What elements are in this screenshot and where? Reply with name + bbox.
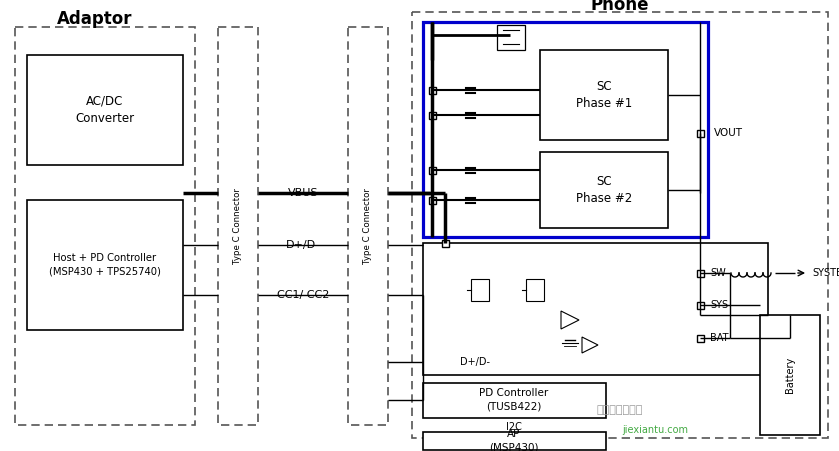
Bar bbox=[27, 55, 183, 165]
Bar bbox=[696, 302, 703, 308]
Text: D+/D-: D+/D- bbox=[460, 357, 490, 367]
Bar bbox=[696, 270, 703, 276]
Bar bbox=[696, 129, 703, 137]
Bar bbox=[441, 239, 449, 247]
Bar bbox=[540, 152, 668, 228]
Text: jiexiantu.com: jiexiantu.com bbox=[622, 425, 688, 435]
Text: VOUT: VOUT bbox=[714, 128, 743, 138]
Bar bbox=[429, 166, 435, 174]
Text: SC
Phase #1: SC Phase #1 bbox=[576, 80, 632, 110]
Text: SYS: SYS bbox=[710, 300, 728, 310]
Bar bbox=[348, 27, 388, 425]
Bar bbox=[497, 25, 525, 50]
Bar bbox=[540, 50, 668, 140]
Bar bbox=[696, 335, 703, 341]
Bar bbox=[429, 111, 435, 119]
Text: Adaptor: Adaptor bbox=[57, 10, 133, 28]
Bar bbox=[760, 315, 820, 435]
Text: Battery: Battery bbox=[785, 357, 795, 393]
Text: AP
(MSP430): AP (MSP430) bbox=[489, 429, 539, 451]
Bar bbox=[412, 12, 828, 438]
Bar bbox=[429, 197, 435, 203]
Text: SC
Phase #2: SC Phase #2 bbox=[576, 175, 632, 205]
Bar bbox=[423, 432, 606, 450]
Bar bbox=[471, 279, 489, 301]
Text: I2C: I2C bbox=[506, 422, 522, 432]
Text: BAT: BAT bbox=[710, 333, 728, 343]
Bar bbox=[526, 279, 544, 301]
Bar bbox=[423, 243, 768, 375]
Bar bbox=[423, 383, 606, 418]
Text: Phone: Phone bbox=[591, 0, 649, 14]
Text: Type C Connector: Type C Connector bbox=[233, 188, 242, 264]
Polygon shape bbox=[561, 311, 579, 329]
Text: PD Controller
(TUSB422): PD Controller (TUSB422) bbox=[479, 388, 549, 412]
Text: D+/D-: D+/D- bbox=[286, 240, 320, 250]
Bar bbox=[27, 200, 183, 330]
Text: AC/DC
Converter: AC/DC Converter bbox=[76, 95, 134, 125]
Text: Type C Connector: Type C Connector bbox=[363, 188, 373, 264]
Text: SYSTEM: SYSTEM bbox=[812, 268, 839, 278]
Text: Host + PD Controller
(MSP430 + TPS25740): Host + PD Controller (MSP430 + TPS25740) bbox=[49, 253, 161, 276]
Bar bbox=[218, 27, 258, 425]
Bar bbox=[423, 22, 708, 237]
Polygon shape bbox=[582, 337, 598, 353]
Text: SW: SW bbox=[710, 268, 726, 278]
Bar bbox=[15, 27, 195, 425]
Text: 硬件工程师看海: 硬件工程师看海 bbox=[597, 405, 644, 415]
Text: CC1/ CC2: CC1/ CC2 bbox=[277, 290, 329, 300]
Text: VBUS: VBUS bbox=[288, 188, 318, 198]
Bar bbox=[429, 87, 435, 93]
